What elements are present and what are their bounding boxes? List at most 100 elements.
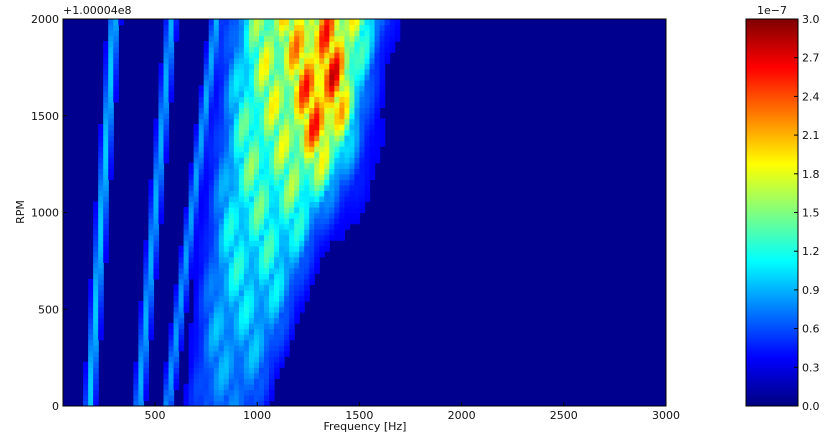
heatmap-cell (284, 267, 290, 274)
heatmap-cell (339, 57, 346, 64)
heatmap-cell (248, 151, 255, 158)
heatmap-cell (223, 339, 230, 346)
heatmap-cell (253, 339, 260, 346)
heatmap-cell (279, 295, 285, 302)
heatmap-cell (243, 212, 250, 219)
heatmap-cell (289, 52, 295, 59)
heatmap-cell (228, 41, 235, 48)
heatmap-cell (299, 135, 305, 142)
heatmap-cell (258, 184, 265, 191)
heatmap-cell (208, 218, 215, 225)
heatmap-cell (233, 173, 240, 180)
heatmap-cell (299, 267, 305, 274)
heatmap-cell (183, 289, 190, 297)
heatmap-cell (143, 273, 150, 280)
heatmap-cell (264, 300, 270, 308)
heatmap-cell (334, 184, 340, 191)
heatmap-cell (238, 234, 245, 241)
heatmap-cell (269, 129, 275, 136)
heatmap-cell (238, 356, 245, 363)
heatmap-cell (143, 284, 150, 291)
x-tick-label: 2000 (448, 409, 476, 422)
heatmap-cell (289, 323, 295, 330)
heatmap-cell (299, 52, 305, 59)
heatmap-cell (233, 30, 240, 37)
heatmap-cell (284, 112, 290, 120)
heatmap-cell (253, 317, 260, 324)
heatmap-cell (253, 68, 260, 75)
heatmap-cell (309, 245, 315, 252)
heatmap-cell (339, 68, 346, 75)
heatmap-cell (248, 278, 255, 285)
heatmap-cell (314, 52, 320, 59)
heatmap-cell (218, 206, 225, 214)
heatmap-cell (108, 162, 114, 169)
heatmap-cell (233, 19, 240, 26)
heatmap-cell (359, 52, 366, 59)
heatmap-cell (379, 135, 386, 142)
heatmap-cell (223, 24, 230, 31)
heatmap-cell (243, 218, 250, 225)
heatmap-cell (354, 74, 361, 81)
heatmap-cell (294, 24, 300, 31)
heatmap-cell (183, 394, 190, 402)
heatmap-cell (269, 328, 275, 335)
heatmap-cell (329, 41, 335, 48)
heatmap-cell (344, 146, 351, 153)
heatmap-cell (258, 345, 265, 352)
heatmap-cell (329, 30, 335, 37)
heatmap-cell (309, 124, 315, 131)
heatmap-cell (193, 334, 200, 341)
heatmap-cell (98, 273, 104, 280)
heatmap-cell (148, 312, 155, 319)
colorbar-tick-label: 3.0 (802, 13, 820, 26)
colorbar-multiplier: 1e−7 (757, 4, 787, 17)
heatmap-cell (269, 229, 275, 236)
heatmap-cell (289, 256, 295, 263)
heatmap-cell (108, 96, 114, 103)
heatmap-cell (374, 112, 381, 120)
heatmap-cell (138, 312, 145, 319)
heatmap-cell (218, 57, 225, 64)
heatmap-cell (103, 124, 109, 131)
heatmap-cell (248, 124, 255, 131)
heatmap-cell (208, 19, 215, 26)
heatmap-cell (253, 267, 260, 274)
heatmap-cell (264, 68, 270, 75)
heatmap-cell (274, 240, 280, 247)
heatmap-cell (183, 212, 190, 219)
heatmap-cell (354, 162, 361, 169)
heatmap-cell (354, 24, 361, 31)
heatmap-cell (319, 223, 325, 230)
heatmap-cell (294, 184, 300, 191)
heatmap-cell (309, 184, 315, 191)
heatmap-cell (158, 212, 165, 219)
heatmap-cell (113, 57, 119, 64)
heatmap-cell (108, 140, 114, 147)
heatmap-cell (233, 101, 240, 109)
heatmap-cell (188, 212, 195, 219)
heatmap-cell (208, 124, 215, 131)
heatmap-cell (163, 107, 170, 114)
heatmap-cell (314, 124, 320, 131)
heatmap-cell (253, 179, 260, 186)
heatmap-cell (274, 323, 280, 330)
heatmap-cell (354, 63, 361, 70)
heatmap-cell (329, 124, 335, 131)
heatmap-cell (148, 273, 155, 280)
heatmap-cell (198, 262, 205, 269)
heatmap-cell (354, 135, 361, 142)
heatmap-cell (228, 356, 235, 363)
heatmap-cell (108, 157, 114, 164)
heatmap-cell (279, 240, 285, 247)
heatmap-cell (364, 157, 371, 164)
heatmap-cell (309, 140, 315, 147)
heatmap-cell (269, 334, 275, 341)
heatmap-cell (238, 229, 245, 236)
heatmap-cell (334, 79, 340, 86)
heatmap-cell (279, 328, 285, 335)
heatmap-cell (193, 190, 200, 197)
heatmap-cell (314, 129, 320, 136)
heatmap-cell (258, 394, 265, 402)
heatmap-cell (198, 135, 205, 142)
